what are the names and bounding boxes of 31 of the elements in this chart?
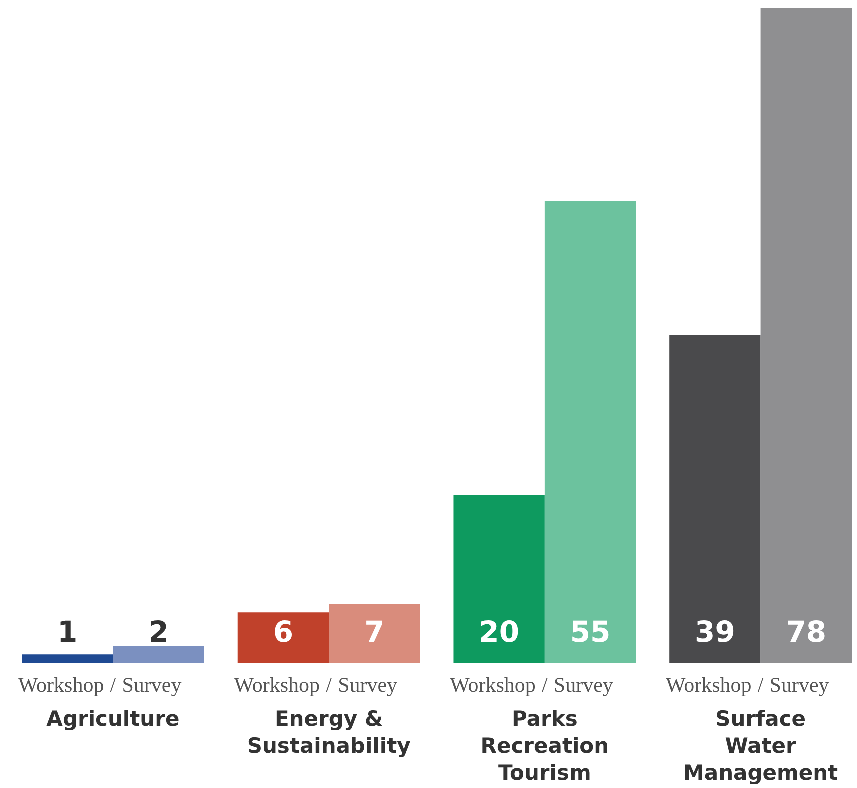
text: / bbox=[110, 673, 116, 697]
bar bbox=[329, 604, 420, 663]
text: Survey bbox=[770, 673, 830, 697]
bar bbox=[760, 8, 852, 663]
data-label: 39 bbox=[695, 615, 736, 649]
text: Workshop bbox=[450, 673, 536, 697]
text: Workshop bbox=[234, 673, 320, 697]
data-label: 6 bbox=[273, 615, 294, 649]
bar bbox=[670, 336, 761, 663]
data-label: 1 bbox=[58, 615, 78, 649]
bar bbox=[113, 646, 204, 663]
series-label: Workshop bbox=[18, 673, 104, 697]
x-tick-label: Parks Recreation Tourism bbox=[480, 707, 610, 785]
data-label: 78 bbox=[786, 615, 827, 649]
data-label: 2 bbox=[148, 615, 169, 649]
x-tick-label: Agriculture bbox=[46, 707, 180, 731]
bar bbox=[238, 612, 330, 663]
text: Survey bbox=[554, 673, 614, 697]
data-label: 55 bbox=[570, 615, 611, 649]
text: / bbox=[758, 673, 764, 697]
text: Workshop bbox=[666, 673, 752, 697]
bar bbox=[22, 654, 114, 663]
text: / bbox=[326, 673, 332, 697]
bar bbox=[544, 201, 636, 663]
text: / bbox=[542, 673, 548, 697]
series-label: Survey bbox=[122, 673, 182, 697]
text: Survey bbox=[338, 673, 398, 697]
data-label: 20 bbox=[479, 615, 520, 649]
data-label: 7 bbox=[364, 615, 385, 649]
bar bbox=[454, 495, 545, 663]
x-tick-label: Energy & Sustainability bbox=[247, 707, 412, 758]
